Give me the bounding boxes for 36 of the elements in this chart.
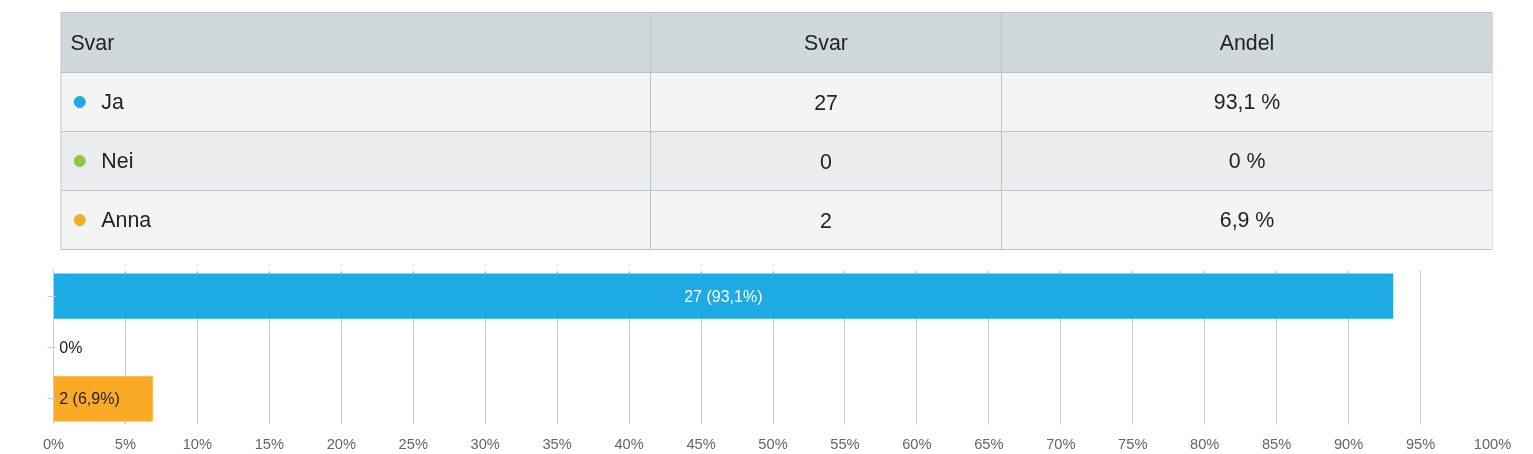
x-tick-label: 55% (830, 435, 860, 452)
x-tick-label: 15% (254, 435, 285, 452)
x-tick-label: 60% (902, 435, 932, 452)
text: Andel (1219, 30, 1275, 55)
category-label: Nei (101, 149, 134, 173)
text: 2 (820, 208, 832, 233)
data-label: 2 (6,9%) (59, 390, 120, 408)
x-tick-label: 5% (114, 435, 137, 452)
x-tick-label: 50% (758, 435, 788, 452)
text: 27 (814, 90, 838, 115)
x-tick-label: 65% (974, 435, 1004, 452)
x-tick-label: 70% (1046, 435, 1076, 452)
x-tick-label: 100% (1473, 435, 1512, 452)
text: 6,9 % (1219, 208, 1275, 232)
data-label: 0% (59, 339, 83, 356)
data-label: 27 (93,1%) (684, 287, 763, 305)
x-tick-label: 10% (182, 435, 213, 452)
text: Svar (70, 30, 115, 55)
x-tick-label: 95% (1405, 435, 1436, 452)
x-tick-label: 0% (42, 435, 65, 452)
x-tick-label: 40% (614, 435, 644, 452)
x-tick-label: 30% (470, 435, 500, 452)
text: 0 (820, 149, 833, 174)
x-tick-label: 45% (686, 435, 716, 452)
text: 0 % (1228, 149, 1266, 173)
x-tick-label: 75% (1118, 435, 1148, 452)
text: Svar (804, 30, 848, 55)
text: 93,1 % (1213, 90, 1281, 114)
x-tick-label: 35% (542, 435, 572, 452)
category-label: Ja (101, 90, 125, 114)
category-label: Anna (101, 208, 152, 232)
x-tick-label: 20% (326, 435, 356, 452)
x-tick-label: 90% (1333, 435, 1364, 452)
x-tick-label: 85% (1261, 435, 1292, 452)
x-tick-label: 80% (1190, 435, 1220, 452)
x-tick-label: 25% (398, 435, 428, 452)
